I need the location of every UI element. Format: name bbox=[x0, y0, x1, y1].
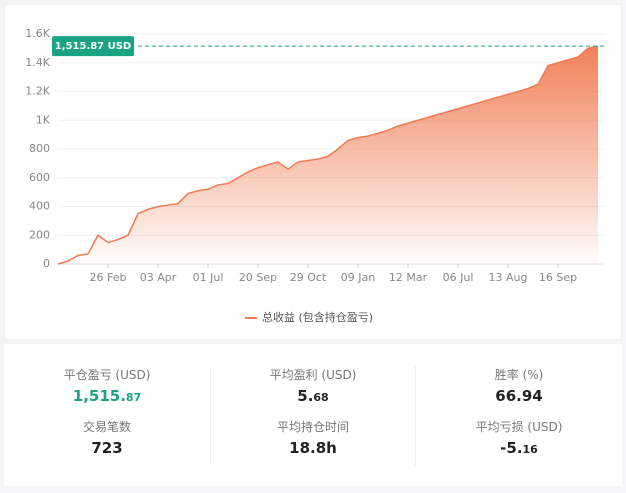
divider bbox=[210, 366, 211, 466]
x-tick-label: 26 Feb bbox=[90, 271, 127, 284]
y-tick-label: 1K bbox=[36, 113, 51, 126]
stat: 平仓盈亏 (USD) 1,515.87 bbox=[4, 366, 210, 405]
stat-value: 66.94 bbox=[416, 387, 622, 405]
stat-main: -5. bbox=[500, 439, 523, 457]
area-fill bbox=[58, 46, 598, 264]
stat-label: 平均盈利 (USD) bbox=[269, 368, 357, 382]
y-tick-label: 0 bbox=[43, 257, 50, 270]
x-tick-label: 06 Jul bbox=[443, 271, 474, 284]
stat-label: 平均持仓时间 bbox=[276, 420, 349, 434]
stat: 平均盈利 (USD) 5.68 bbox=[210, 366, 416, 405]
stat-value: 18.8h bbox=[210, 439, 416, 457]
chart-panel: 0 200 400 600 800 1K 1.2K 1.4K 1.6K 26 Feb 03 Apr 0… bbox=[4, 4, 622, 340]
annotation-label: 1,515.87 USD bbox=[55, 41, 131, 52]
x-tick-label: 03 Apr bbox=[140, 271, 177, 284]
x-tick-label: 29 Oct bbox=[290, 271, 327, 284]
y-tick-label: 800 bbox=[29, 142, 50, 155]
divider bbox=[415, 366, 416, 466]
stat-value: -5.16 bbox=[416, 439, 622, 457]
x-tick-label: 16 Sep bbox=[539, 271, 577, 284]
area-line bbox=[57, 45, 599, 265]
stat: 胜率 (%) 66.94 bbox=[416, 366, 622, 405]
stat-main: 5. bbox=[297, 387, 314, 405]
stat: 平均亏损 (USD) -5.16 bbox=[416, 418, 622, 457]
y-tick-label: 1.2K bbox=[25, 85, 50, 98]
stat-decimals: 68 bbox=[313, 391, 329, 404]
stat-main: 66.94 bbox=[495, 387, 543, 405]
y-tick-label: 200 bbox=[29, 228, 50, 241]
x-tick-label: 13 Aug bbox=[489, 271, 528, 284]
stat-decimals: 87 bbox=[125, 391, 142, 404]
annotation-badge bbox=[52, 36, 134, 57]
y-tick-label: 1.6K bbox=[25, 27, 50, 40]
stat-main: 18.8h bbox=[289, 439, 337, 457]
x-tick-label: 09 Jan bbox=[341, 271, 375, 284]
stat-decimals: 16 bbox=[522, 443, 538, 456]
stats-panel: 平仓盈亏 (USD) 1,515.87 交易笔数 723 平均盈利 (USD) 5.68 平… bbox=[4, 344, 622, 486]
x-tick-label: 20 Sep bbox=[239, 271, 277, 284]
stat-main: 1,515. bbox=[72, 387, 126, 405]
stat: 交易笔数 723 bbox=[4, 418, 210, 457]
stat-label: 交易笔数 bbox=[82, 420, 131, 434]
y-tick-label: 1.4K bbox=[25, 56, 50, 69]
stat-value: 5.68 bbox=[210, 387, 416, 405]
legend-label: 总收益 (包含持仓盈亏) bbox=[262, 310, 373, 324]
stat-value: 723 bbox=[4, 439, 210, 457]
x-tick-label: 01 Jul bbox=[193, 271, 224, 284]
y-tick-label: 400 bbox=[29, 200, 50, 213]
y-tick-label: 600 bbox=[29, 171, 50, 184]
stat-label: 胜率 (%) bbox=[494, 368, 544, 382]
chart: 0 200 400 600 800 1K 1.2K 1.4K 1.6K 26 Feb 03 Apr 0… bbox=[25, 27, 604, 324]
stat-label: 平均亏损 (USD) bbox=[475, 420, 563, 434]
stat-value: 1,515.87 bbox=[4, 387, 210, 405]
stat: 平均持仓时间 18.8h bbox=[210, 418, 416, 457]
x-tick-label: 12 Mar bbox=[389, 271, 428, 284]
stat-main: 723 bbox=[91, 439, 123, 457]
stat-label: 平仓盈亏 (USD) bbox=[63, 368, 151, 382]
